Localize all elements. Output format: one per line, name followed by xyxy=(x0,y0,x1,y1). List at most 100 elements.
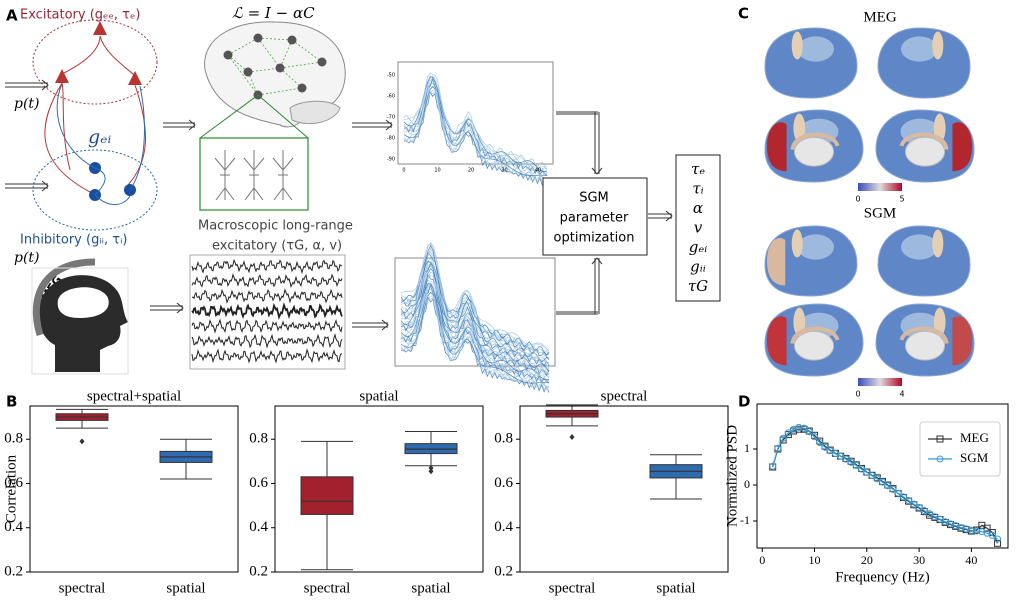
x-tick-label: spectral xyxy=(549,580,596,596)
marker xyxy=(905,496,913,504)
connection xyxy=(247,67,281,73)
macroscopic-label: Macroscopic long-range xyxy=(198,219,353,234)
brain-map xyxy=(877,225,971,297)
arrow-tip xyxy=(188,119,196,131)
medial-wall xyxy=(793,330,835,361)
psd-trace xyxy=(400,260,550,362)
marker xyxy=(858,465,866,473)
y-tick-label: 0.2 xyxy=(4,563,23,579)
cortex-patch xyxy=(901,234,938,260)
optimizer-label: parameter xyxy=(560,211,629,226)
psd-trace xyxy=(400,274,550,377)
marker xyxy=(816,439,824,447)
psd-tick: -70 xyxy=(387,115,395,121)
psd-trace xyxy=(400,251,550,357)
arrow-tip xyxy=(176,302,184,314)
connection xyxy=(227,37,259,56)
psd-tick: 0 xyxy=(402,168,405,174)
medial-wall xyxy=(904,330,946,361)
marker xyxy=(910,500,918,508)
psd-trace xyxy=(400,285,550,385)
marker xyxy=(805,428,813,436)
marker xyxy=(842,455,850,463)
x-tick-label: 10 xyxy=(809,553,821,567)
x-tick-label: 30 xyxy=(913,553,925,567)
arrow-tip xyxy=(665,210,673,222)
psd-trace xyxy=(400,243,550,352)
colorbar-tick: 0 xyxy=(855,390,860,399)
head-frame xyxy=(31,267,129,375)
marker xyxy=(994,539,1002,547)
pyramidal-neuron xyxy=(128,71,142,85)
plot-frame xyxy=(756,403,1009,549)
parameter-box xyxy=(675,154,721,302)
marker xyxy=(873,475,881,483)
cortex xyxy=(877,225,971,297)
psd-trace xyxy=(400,265,550,367)
marker xyxy=(967,526,975,534)
psd-trace xyxy=(403,82,548,181)
psd-tick: 40 xyxy=(535,168,541,174)
psd-tick: -50 xyxy=(387,73,395,79)
medial-wall xyxy=(793,136,835,167)
meg-helmet xyxy=(32,258,96,337)
cortex-patch xyxy=(952,122,972,172)
y-tick-label: 0.6 xyxy=(249,475,268,491)
cerebellum xyxy=(289,100,341,124)
cortex-patch xyxy=(797,36,834,62)
y-tick-label: 0.8 xyxy=(4,431,23,447)
outlier xyxy=(79,438,85,445)
cingulate xyxy=(790,326,840,345)
marker xyxy=(821,443,829,451)
psd-trace xyxy=(403,72,548,170)
colorbar-tick: 0 xyxy=(855,195,860,204)
connection xyxy=(257,37,293,41)
input-label: p(t) xyxy=(14,96,40,112)
medial-wall xyxy=(904,136,946,167)
x-axis-label: Frequency (Hz) xyxy=(835,569,930,585)
connection xyxy=(279,39,293,69)
x-tick-label: 0 xyxy=(759,553,765,567)
cortex-patch xyxy=(952,316,972,366)
laplacian-label: ℒ = I − αC xyxy=(232,4,315,22)
map-title: SGM xyxy=(864,205,897,221)
arrow-tip xyxy=(591,257,603,265)
y-tick-label: 0.4 xyxy=(494,519,513,535)
cortex-patch xyxy=(932,229,944,258)
psd-tick: -60 xyxy=(387,94,395,100)
marker xyxy=(889,485,897,493)
optimizer-label: SGM xyxy=(579,191,609,206)
brain-map xyxy=(764,27,858,99)
y-tick-label: -1 xyxy=(740,513,750,527)
chart-title: spatial xyxy=(359,388,398,404)
psd-tick: -90 xyxy=(387,157,395,163)
y-tick-label: 0.2 xyxy=(249,563,268,579)
coupling-label: gₑᵢ xyxy=(88,126,112,148)
brain-map xyxy=(875,303,975,377)
legend-label: SGM xyxy=(960,450,989,465)
cortex-patch xyxy=(791,229,803,258)
excitatory-label: Excitatory (gₑₑ, τₑ) xyxy=(20,8,140,23)
marker xyxy=(936,435,944,443)
arrow-tip xyxy=(591,167,603,175)
x-tick-label: 40 xyxy=(965,553,977,567)
panel-label: A xyxy=(6,7,18,25)
y-axis-label: Correlation xyxy=(3,454,19,523)
parameter: τₑ xyxy=(691,160,705,178)
meg-trace xyxy=(191,273,343,289)
psd-trace xyxy=(400,263,550,370)
arrow-tip xyxy=(381,319,389,331)
marker xyxy=(863,468,871,476)
y-tick-label: 0.4 xyxy=(249,519,268,535)
marker xyxy=(774,444,782,452)
x-tick-label: spatial xyxy=(656,580,695,596)
brain-map xyxy=(764,303,864,377)
y-tick-label: 0.8 xyxy=(249,431,268,447)
connection xyxy=(279,61,323,69)
marker xyxy=(926,510,934,518)
connection xyxy=(279,67,303,89)
psd-trace xyxy=(400,271,550,373)
y-tick-label: 0.4 xyxy=(4,519,23,535)
